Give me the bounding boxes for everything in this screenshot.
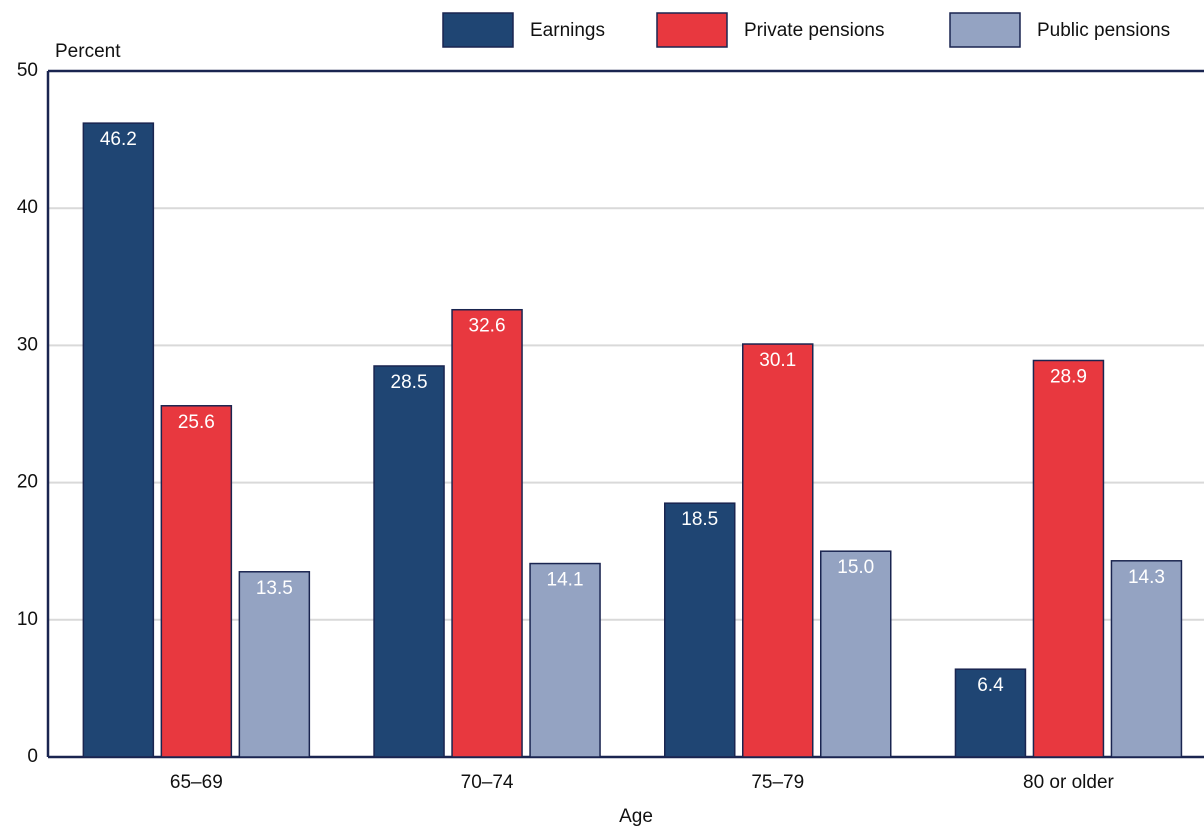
y-tick-label: 40 bbox=[17, 197, 38, 218]
x-axis-label: Age bbox=[619, 806, 653, 827]
bar bbox=[1110, 560, 1183, 758]
bar bbox=[820, 550, 892, 758]
legend-label: Earnings bbox=[530, 20, 605, 41]
value-label: 32.6 bbox=[469, 316, 506, 337]
bar bbox=[451, 308, 523, 758]
x-tick-label: 65–69 bbox=[170, 772, 223, 793]
x-tick-label: 80 or older bbox=[1023, 772, 1115, 793]
value-label: 25.6 bbox=[178, 412, 215, 433]
y-tick-label: 30 bbox=[17, 334, 38, 355]
value-label: 18.5 bbox=[681, 509, 718, 530]
y-tick-label: 20 bbox=[17, 472, 38, 493]
y-tick-label: 50 bbox=[17, 60, 38, 81]
value-label: 30.1 bbox=[759, 350, 796, 371]
y-tick-label: 10 bbox=[17, 609, 38, 630]
bar bbox=[238, 571, 311, 758]
value-label: 14.1 bbox=[547, 570, 584, 591]
bar bbox=[1032, 359, 1105, 758]
bar bbox=[160, 405, 233, 758]
legend-swatch bbox=[442, 12, 514, 48]
bar bbox=[954, 668, 1027, 758]
value-label: 15.0 bbox=[837, 557, 874, 578]
value-label: 14.3 bbox=[1128, 567, 1165, 588]
bar bbox=[82, 122, 155, 758]
value-label: 28.5 bbox=[391, 372, 428, 393]
y-axis-label: Percent bbox=[55, 41, 121, 62]
y-tick-label: 0 bbox=[27, 746, 38, 767]
legend-label: Public pensions bbox=[1037, 20, 1170, 41]
x-tick-label: 70–74 bbox=[461, 772, 514, 793]
value-label: 6.4 bbox=[977, 675, 1004, 696]
bar bbox=[742, 343, 814, 758]
value-label: 13.5 bbox=[256, 578, 293, 599]
legend-swatch bbox=[656, 12, 728, 48]
legend-swatch bbox=[949, 12, 1021, 48]
value-label: 28.9 bbox=[1050, 367, 1087, 388]
value-label: 46.2 bbox=[100, 129, 137, 150]
x-tick-label: 75–79 bbox=[751, 772, 804, 793]
bar bbox=[664, 502, 736, 758]
bar bbox=[529, 562, 601, 758]
legend-label: Private pensions bbox=[744, 20, 884, 41]
bar bbox=[373, 365, 445, 758]
